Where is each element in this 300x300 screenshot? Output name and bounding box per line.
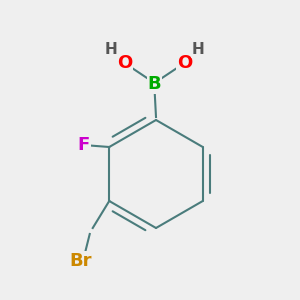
Text: F: F [78,136,90,154]
Text: Br: Br [70,252,92,270]
Text: O: O [177,54,192,72]
Text: B: B [148,75,161,93]
Text: H: H [105,42,117,57]
Text: H: H [192,42,204,57]
Text: O: O [117,54,132,72]
